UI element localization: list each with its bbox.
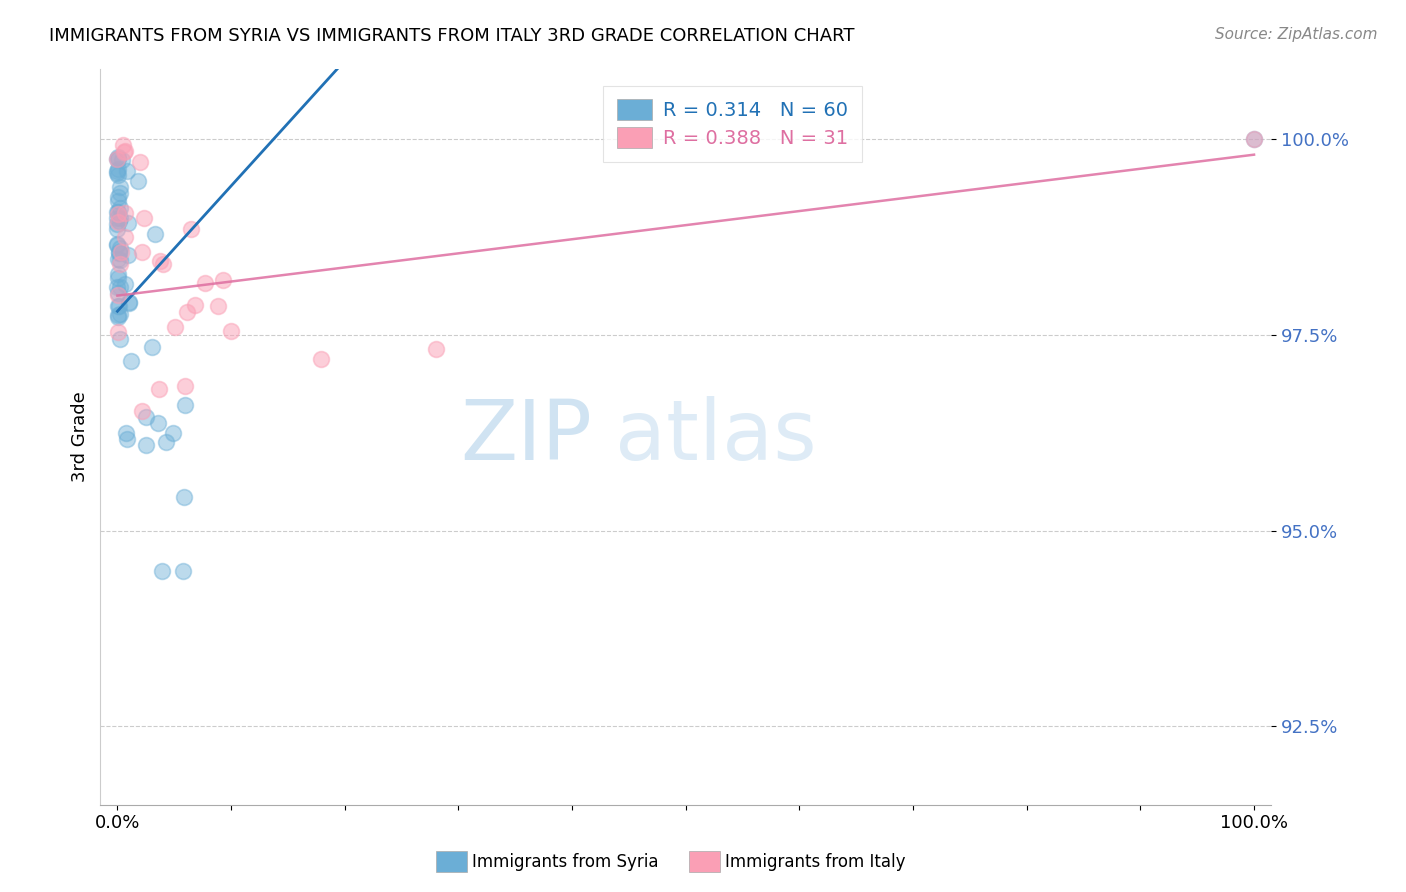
- Point: [108, 280, 131, 294]
- Point: [131, 404, 153, 418]
- Point: [115, 425, 138, 440]
- Point: [155, 435, 177, 450]
- Point: [107, 245, 129, 260]
- Point: [107, 279, 129, 293]
- Text: IMMIGRANTS FROM SYRIA VS IMMIGRANTS FROM ITALY 3RD GRADE CORRELATION CHART: IMMIGRANTS FROM SYRIA VS IMMIGRANTS FROM…: [49, 27, 855, 45]
- Point: [183, 298, 205, 312]
- Point: [149, 254, 172, 268]
- Point: [108, 241, 131, 255]
- Point: [105, 211, 128, 225]
- Text: atlas: atlas: [616, 396, 817, 477]
- Point: [107, 152, 129, 166]
- Point: [107, 221, 129, 235]
- Point: [107, 252, 129, 266]
- Point: [425, 343, 447, 357]
- Text: Source: ZipAtlas.com: Source: ZipAtlas.com: [1215, 27, 1378, 42]
- Point: [120, 354, 142, 368]
- Point: [107, 299, 129, 313]
- Point: [194, 276, 217, 290]
- Point: [118, 295, 141, 310]
- Point: [108, 331, 131, 345]
- Point: [163, 319, 186, 334]
- Point: [107, 194, 129, 208]
- Point: [107, 189, 129, 203]
- Point: [114, 230, 136, 244]
- Point: [114, 206, 136, 220]
- Point: [221, 324, 243, 338]
- Point: [110, 186, 132, 201]
- Point: [172, 564, 194, 578]
- Point: [107, 271, 129, 285]
- Point: [152, 257, 174, 271]
- Point: [105, 164, 128, 178]
- Point: [107, 310, 129, 324]
- Point: [115, 164, 138, 178]
- Point: [105, 166, 128, 180]
- Point: [112, 145, 135, 160]
- Point: [107, 204, 129, 219]
- Point: [176, 305, 198, 319]
- Point: [108, 180, 131, 194]
- Point: [107, 246, 129, 260]
- Point: [108, 307, 131, 321]
- Point: [1243, 132, 1265, 146]
- Point: [114, 277, 136, 292]
- Point: [107, 153, 129, 167]
- Y-axis label: 3rd Grade: 3rd Grade: [72, 392, 89, 482]
- Point: [110, 245, 132, 260]
- Point: [127, 174, 149, 188]
- Point: [150, 564, 173, 578]
- Point: [108, 201, 131, 215]
- Point: [117, 248, 139, 262]
- Point: [117, 216, 139, 230]
- Point: [129, 155, 152, 169]
- Point: [148, 382, 170, 396]
- Point: [135, 410, 157, 425]
- Point: [107, 207, 129, 221]
- Point: [173, 398, 195, 412]
- Point: [1243, 132, 1265, 146]
- Point: [135, 438, 157, 452]
- Point: [107, 288, 129, 302]
- Point: [108, 257, 131, 271]
- Point: [107, 299, 129, 313]
- Point: [107, 237, 129, 252]
- Point: [111, 153, 134, 167]
- Legend: R = 0.314   N = 60, R = 0.388   N = 31: R = 0.314 N = 60, R = 0.388 N = 31: [603, 86, 862, 162]
- Point: [107, 161, 129, 176]
- Point: [146, 417, 169, 431]
- Point: [309, 352, 332, 367]
- Text: Immigrants from Syria: Immigrants from Syria: [472, 853, 659, 871]
- Point: [107, 267, 129, 281]
- Point: [118, 296, 141, 310]
- Point: [162, 426, 184, 441]
- Point: [108, 211, 131, 225]
- Point: [107, 238, 129, 252]
- Point: [107, 325, 129, 339]
- Point: [107, 215, 129, 229]
- Point: [108, 214, 131, 228]
- Point: [141, 340, 163, 354]
- Point: [107, 168, 129, 182]
- Point: [107, 150, 129, 164]
- Text: ZIP: ZIP: [460, 396, 592, 477]
- Point: [207, 299, 229, 313]
- Point: [173, 379, 195, 393]
- Point: [114, 145, 136, 159]
- Point: [180, 222, 202, 236]
- Point: [143, 227, 166, 242]
- Text: Immigrants from Italy: Immigrants from Italy: [725, 853, 905, 871]
- Point: [173, 490, 195, 504]
- Point: [108, 252, 131, 267]
- Point: [107, 153, 129, 167]
- Point: [134, 211, 156, 225]
- Point: [107, 204, 129, 219]
- Point: [111, 137, 134, 152]
- Point: [212, 273, 235, 287]
- Point: [117, 432, 139, 446]
- Point: [107, 286, 129, 301]
- Point: [107, 217, 129, 231]
- Point: [107, 309, 129, 323]
- Point: [131, 245, 153, 260]
